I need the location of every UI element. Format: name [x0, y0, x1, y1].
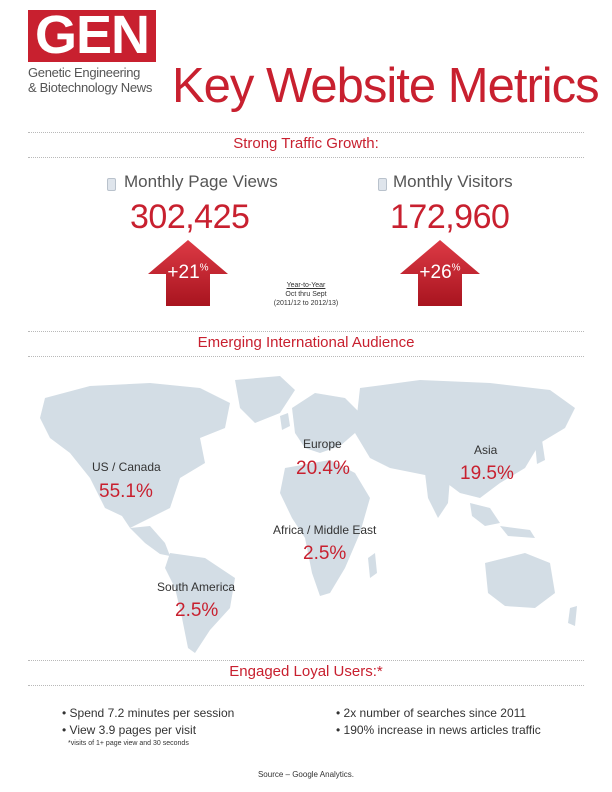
visitors-label: Monthly Visitors: [393, 172, 513, 191]
source-note: Source – Google Analytics.: [257, 770, 355, 779]
year-to-year-line1: Year-to-Year: [286, 282, 326, 289]
bullet-news-traffic: • 190% increase in news articles traffic: [336, 723, 541, 737]
bullet-minutes-per-session: • Spend 7.2 minutes per session: [62, 706, 235, 720]
bullet-searches: • 2x number of searches since 2011: [336, 706, 527, 720]
bullet-pages-per-visit: • View 3.9 pages per visit: [62, 723, 197, 737]
year-to-year-line2: Oct thru Sept: [285, 291, 327, 298]
visitors-icon: [378, 178, 387, 191]
divider-engaged-top: [28, 660, 584, 661]
region-value-asia: 19.5%: [460, 463, 514, 484]
logo-subtitle-line2: & Biotechnology News: [28, 80, 153, 95]
region-name-asia: Asia: [474, 443, 498, 457]
region-name-europe: Europe: [303, 437, 342, 451]
divider-international-top: [28, 331, 584, 332]
region-value-south-america: 2.5%: [175, 600, 219, 621]
page-views-label: Monthly Page Views: [124, 172, 278, 191]
page-views-change: +21%: [148, 262, 228, 284]
year-to-year-line3: (2011/12 to 2012/13): [273, 300, 339, 307]
logo-text: GEN: [34, 5, 150, 65]
page-views-change-number: +21: [167, 262, 200, 283]
region-name-us-canada: US / Canada: [92, 460, 161, 474]
page-title: Key Website Metrics: [172, 59, 600, 113]
world-map: [40, 376, 577, 653]
visitors-change: +26%: [400, 262, 480, 284]
divider-traffic: [28, 157, 584, 158]
region-name-africa-middle-east: Africa / Middle East: [273, 523, 377, 537]
divider-top: [28, 132, 584, 133]
visitors-value: 172,960: [390, 198, 510, 236]
region-value-europe: 20.4%: [296, 458, 350, 479]
region-value-us-canada: 55.1%: [99, 481, 153, 502]
visitors-up-arrow-icon: [400, 240, 480, 306]
section-title-engaged: Engaged Loyal Users:*: [229, 663, 383, 680]
divider-international: [28, 356, 584, 357]
page-views-icon: [107, 178, 116, 191]
bullets-footnote: *visits of 1+ page view and 30 seconds: [68, 740, 189, 747]
region-value-africa-middle-east: 2.5%: [303, 543, 347, 564]
page-views-value: 302,425: [130, 198, 250, 236]
page-views-up-arrow-icon: [148, 240, 228, 306]
divider-engaged: [28, 685, 584, 686]
section-title-traffic: Strong Traffic Growth:: [233, 135, 379, 152]
region-name-south-america: South America: [157, 580, 236, 594]
year-to-year-note: Year-to-Year Oct thru Sept (2011/12 to 2…: [256, 281, 356, 308]
logo-box: [28, 10, 156, 62]
page-views-change-percent: %: [199, 262, 209, 274]
visitors-change-percent: %: [451, 262, 461, 274]
section-title-international: Emerging International Audience: [197, 334, 415, 351]
visitors-change-number: +26: [419, 262, 452, 283]
logo-subtitle-line1: Genetic Engineering: [28, 65, 141, 80]
